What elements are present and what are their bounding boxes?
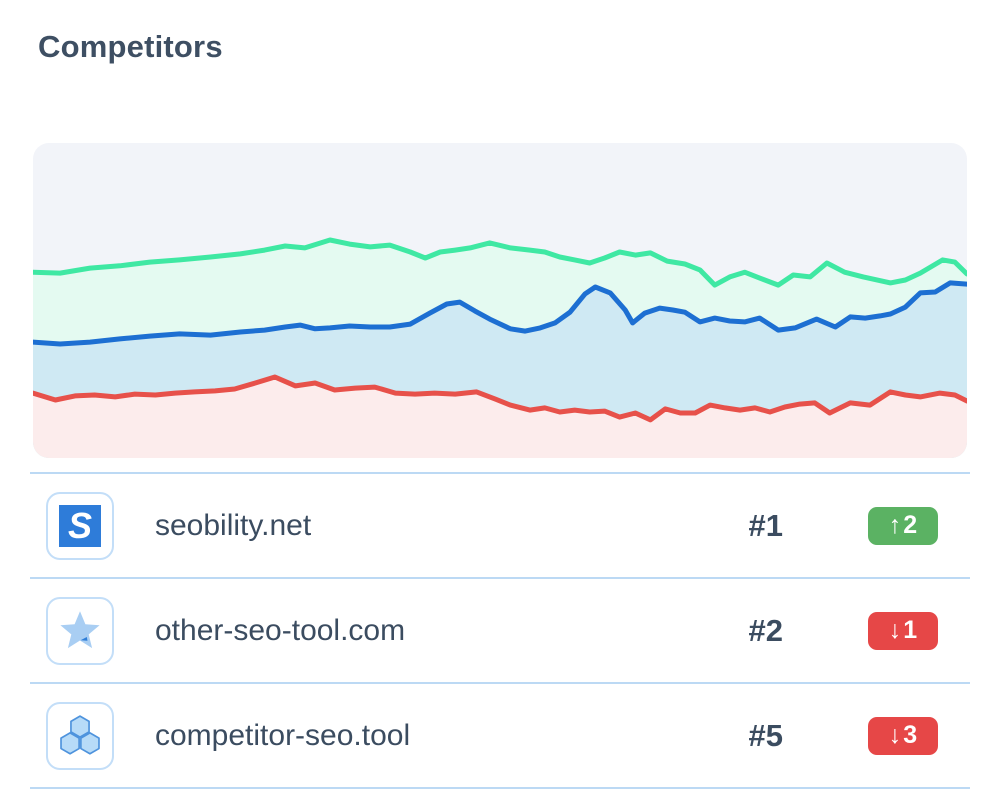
area-chart[interactable] xyxy=(33,143,967,458)
competitor-list: S seobility.net #1 ↑ 2 other-seo-tool.co… xyxy=(30,472,970,789)
page-title: Competitors xyxy=(38,29,223,64)
competitor-row[interactable]: S seobility.net #1 ↑ 2 xyxy=(30,472,970,577)
arrow-up-icon: ↑ xyxy=(888,511,902,539)
competitor-domain: seobility.net xyxy=(155,508,312,542)
star-glyph xyxy=(60,610,100,648)
rank-change-value: 3 xyxy=(903,721,918,749)
competitor-domain: competitor-seo.tool xyxy=(155,718,411,752)
rank-change-badge: ↓ 1 xyxy=(868,611,938,650)
competitor-rank: #5 xyxy=(748,717,783,753)
rank-change-badge: ↑ 2 xyxy=(868,506,938,545)
competitor-row[interactable]: competitor-seo.tool #5 ↓ 3 xyxy=(30,682,970,787)
seobility-logo-icon: S xyxy=(46,491,114,560)
hexagons-glyph xyxy=(60,714,100,755)
competitor-rank: #1 xyxy=(748,507,783,543)
rank-change-badge: ↓ 3 xyxy=(868,716,938,755)
competitors-panel: Competitors S seobility.net #1 ↑ 2 other… xyxy=(0,28,1000,789)
competitors-chart-card xyxy=(33,143,967,458)
competitor-domain: other-seo-tool.com xyxy=(155,613,406,647)
rank-change-value: 1 xyxy=(903,616,918,644)
arrow-down-icon: ↓ xyxy=(888,721,902,749)
arrow-down-icon: ↓ xyxy=(888,616,902,644)
seobility-s-glyph: S xyxy=(59,504,101,547)
star-icon xyxy=(46,596,114,665)
competitor-row[interactable]: other-seo-tool.com #2 ↓ 1 xyxy=(30,577,970,682)
competitor-rank: #2 xyxy=(748,612,783,648)
hexagons-icon xyxy=(46,701,114,770)
rank-change-value: 2 xyxy=(903,511,918,539)
